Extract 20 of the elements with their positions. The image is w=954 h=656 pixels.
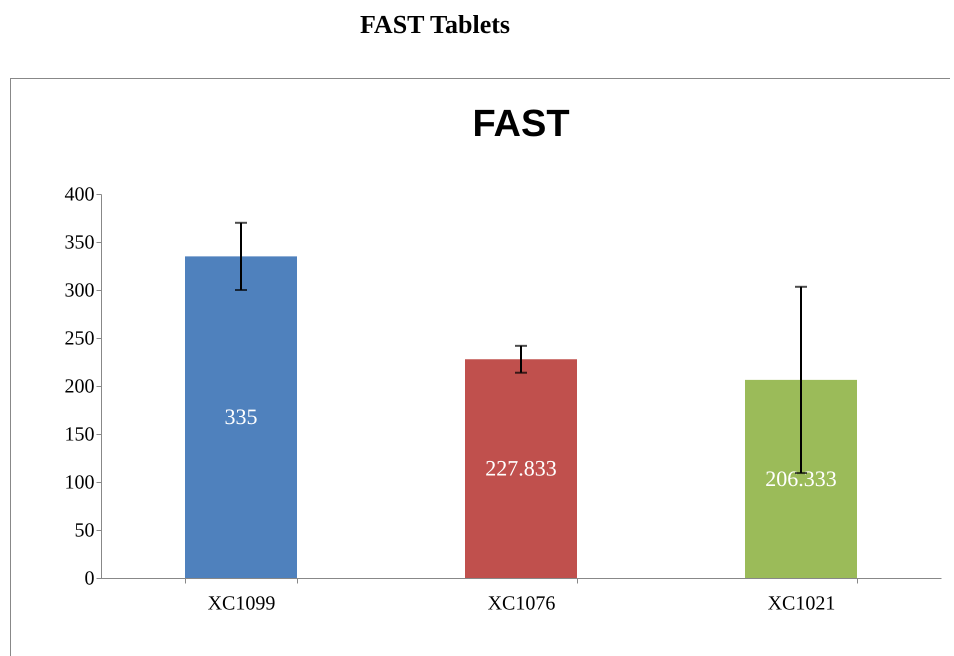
y-tick-label: 250 <box>64 328 94 350</box>
data-label: 335 <box>224 404 258 430</box>
y-tick-label: 150 <box>64 424 94 446</box>
bar <box>745 380 857 578</box>
x-tick-label: XC1021 <box>768 592 836 614</box>
y-tick-label: 350 <box>64 232 94 254</box>
y-tick-label: 100 <box>64 472 94 494</box>
data-label: 206.333 <box>765 466 837 491</box>
y-tick-label: 400 <box>64 184 94 206</box>
bar <box>465 359 577 578</box>
x-tick-label: XC1099 <box>208 592 276 614</box>
y-tick-label: 0 <box>84 568 94 590</box>
chart-subtitle: FAST <box>472 103 570 145</box>
chart-title: FAST Tablets <box>358 10 512 40</box>
bar <box>185 256 297 578</box>
data-label: 227.833 <box>485 456 557 481</box>
y-tick-label: 300 <box>64 280 94 302</box>
y-tick-label: 200 <box>64 376 94 398</box>
y-tick-label: 50 <box>74 520 94 542</box>
x-tick-label: XC1076 <box>488 592 556 614</box>
